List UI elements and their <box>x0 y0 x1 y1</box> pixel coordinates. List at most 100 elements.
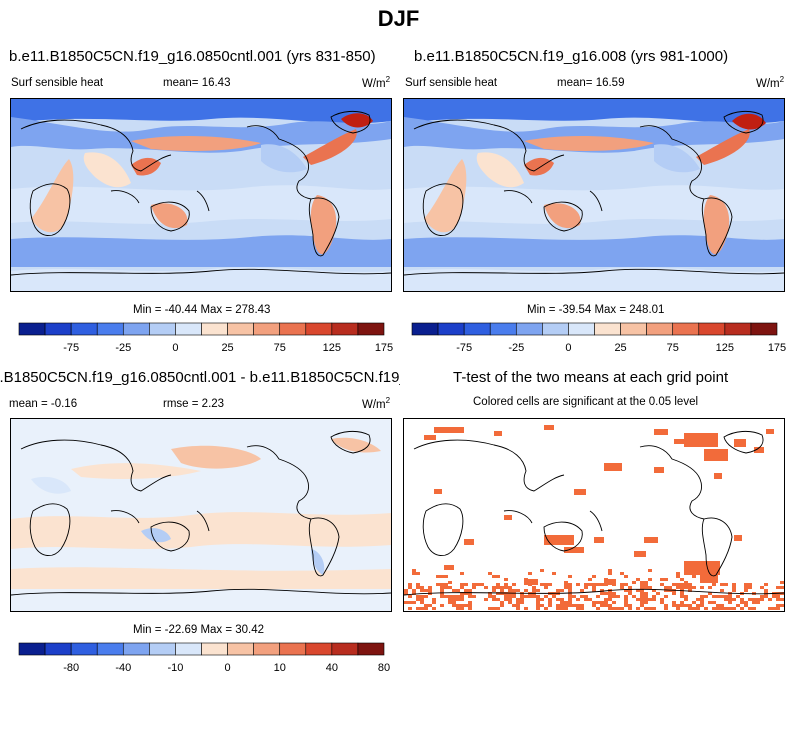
significant-cell <box>676 572 680 575</box>
significant-cell <box>440 592 444 595</box>
significant-cell <box>536 604 540 607</box>
significant-cell <box>644 586 648 589</box>
significant-cell <box>416 572 420 575</box>
significant-cell <box>464 539 474 545</box>
significant-cell <box>416 595 420 598</box>
map-case1-field <box>11 99 391 291</box>
significant-cell <box>440 595 444 598</box>
significant-cell <box>612 583 616 586</box>
significant-cell <box>628 589 632 592</box>
significant-cell <box>568 601 572 604</box>
significant-cell <box>448 601 452 604</box>
significant-cell <box>684 433 718 447</box>
significant-cell <box>464 589 468 592</box>
colorbar-top-left-swatch <box>279 322 307 336</box>
significant-cell <box>468 607 472 610</box>
significant-cell <box>452 598 456 601</box>
significant-cell <box>492 595 496 598</box>
significant-cell <box>424 604 428 607</box>
significant-cell <box>504 586 508 589</box>
map-case2-field <box>404 99 784 291</box>
colorbar-top-right-swatch <box>672 322 700 336</box>
significant-cell <box>444 575 448 578</box>
colorbar-top-left-swatch <box>175 322 202 336</box>
significant-cell <box>564 547 584 553</box>
colorbar-top-left-tick-label: 75 <box>274 342 286 354</box>
significant-cell <box>544 425 554 430</box>
significant-cell <box>472 586 476 589</box>
significant-cell <box>548 583 552 586</box>
colorbar-top-left-tick-label: -25 <box>115 342 131 354</box>
significant-cell <box>780 581 784 584</box>
significant-cell <box>516 604 520 607</box>
colorbar-bottom-swatch <box>70 642 98 656</box>
colorbar-top-left-swatch <box>357 322 385 336</box>
colorbar-top-right-swatch <box>724 322 752 336</box>
significant-cell <box>654 429 668 435</box>
significant-cell <box>420 595 424 598</box>
significant-cell <box>508 598 512 601</box>
significant-cell <box>536 607 540 610</box>
colorbar-bottom-swatch <box>175 642 202 656</box>
colorbar-top-right-swatch <box>437 322 465 336</box>
units-label-case1: W/m2 <box>362 75 391 90</box>
significant-cell <box>684 586 688 589</box>
significant-cell <box>500 589 504 592</box>
colorbar-bottom-swatch <box>18 642 46 656</box>
significant-cell <box>664 607 668 610</box>
significant-cell <box>624 598 628 601</box>
significant-cell <box>704 449 728 461</box>
significant-cell <box>780 598 784 601</box>
significant-cell <box>460 598 464 601</box>
colorbar-bottom-tick-label: -80 <box>63 662 79 674</box>
significant-cell <box>654 467 664 473</box>
significant-cell <box>468 592 472 595</box>
significant-cell <box>444 586 448 589</box>
colorbar-top-left-tick-label: 175 <box>375 342 393 354</box>
significant-cell <box>644 607 648 610</box>
significant-cell <box>724 598 728 601</box>
significant-cell <box>660 578 664 581</box>
minmax-case2: Min = -39.54 Max = 248.01 <box>527 304 665 316</box>
significant-cell <box>404 601 408 604</box>
colorbar-top-left-swatch <box>96 322 124 336</box>
significant-cell <box>444 565 454 570</box>
significant-cell <box>644 598 648 601</box>
significant-cell <box>636 598 640 601</box>
significant-cell <box>480 583 484 586</box>
colorbar-top-left-tick-label: 25 <box>221 342 233 354</box>
significant-cell <box>640 589 644 592</box>
significant-cell <box>740 607 744 610</box>
significant-cell <box>752 601 756 604</box>
significant-cell <box>548 598 552 601</box>
minmax-diff: Min = -22.69 Max = 30.42 <box>133 624 265 636</box>
colorbar-top-left-tick-label: 0 <box>172 342 178 354</box>
significant-cell <box>714 473 722 479</box>
significant-cell <box>748 598 752 601</box>
significant-cell <box>700 595 704 598</box>
colorbar-bottom-tick-label: 80 <box>378 662 390 674</box>
significant-cell <box>568 595 572 598</box>
significant-cell <box>648 569 652 572</box>
significant-cell <box>740 601 744 604</box>
significant-cell <box>628 607 632 610</box>
significant-cell <box>644 592 648 595</box>
colorbar-top-right-tick-label: -25 <box>508 342 524 354</box>
significant-cell <box>744 586 748 589</box>
significant-cell <box>408 595 412 598</box>
significant-cell <box>688 607 692 610</box>
significant-cell <box>776 607 780 610</box>
panel-title-case2: b.e11.B1850C5CN.f19_g16.008 (yrs 981-100… <box>414 48 729 65</box>
colorbar-top-right-swatch <box>568 322 595 336</box>
significant-cell <box>520 601 524 604</box>
colorbar-top-right-swatch <box>515 322 543 336</box>
significant-cell <box>628 604 632 607</box>
significant-cell <box>672 583 676 586</box>
significant-cell <box>532 589 536 592</box>
significant-cell <box>720 589 724 592</box>
significant-cell <box>456 604 460 607</box>
significant-cell <box>668 586 672 589</box>
significant-cell <box>644 537 658 543</box>
colorbar-bottom-swatch <box>227 642 254 656</box>
significant-cell <box>444 583 448 586</box>
